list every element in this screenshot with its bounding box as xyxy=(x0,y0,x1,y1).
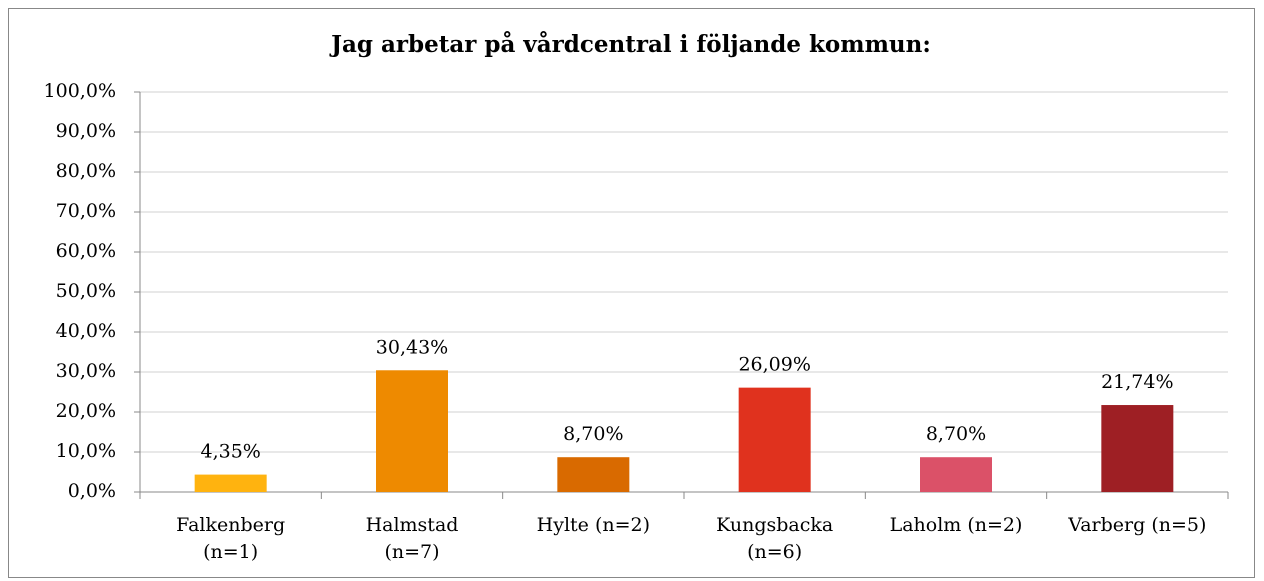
value-label: 8,70% xyxy=(926,423,986,445)
bar xyxy=(557,457,630,492)
y-tick-label: 30,0% xyxy=(56,360,116,382)
y-tick-label: 40,0% xyxy=(56,320,116,342)
value-label: 26,09% xyxy=(738,354,810,376)
bar xyxy=(194,474,267,492)
y-tick-label: 60,0% xyxy=(56,240,116,262)
y-tick-label: 50,0% xyxy=(56,280,116,302)
y-tick-label: 20,0% xyxy=(56,400,116,422)
value-label: 30,43% xyxy=(376,336,448,358)
chart-title: Jag arbetar på vårdcentral i följande ko… xyxy=(329,31,931,58)
y-tick-label: 10,0% xyxy=(56,440,116,462)
x-tick-label: Hylte (n=2) xyxy=(536,514,651,536)
x-tick-label: Laholm (n=2) xyxy=(889,514,1023,536)
x-tick-label: Kungsbacka (n=6) xyxy=(716,514,834,563)
y-tick-label: 100,0% xyxy=(44,80,116,102)
bar xyxy=(920,457,992,492)
y-tick-label: 0,0% xyxy=(68,480,116,502)
bar xyxy=(1101,405,1174,492)
value-label: 21,74% xyxy=(1101,371,1173,393)
x-tick-label: Falkenberg (n=1) xyxy=(176,514,286,563)
y-tick-label: 90,0% xyxy=(56,120,116,142)
x-tick-label: Varberg (n=5) xyxy=(1068,514,1207,536)
value-label: 4,35% xyxy=(200,441,260,463)
y-tick-label: 80,0% xyxy=(56,160,116,182)
bar xyxy=(738,387,811,492)
bar xyxy=(376,370,448,492)
y-tick-label: 70,0% xyxy=(56,200,116,222)
x-tick-label: Halmstad (n=7) xyxy=(365,514,459,563)
value-label: 8,70% xyxy=(563,423,623,445)
